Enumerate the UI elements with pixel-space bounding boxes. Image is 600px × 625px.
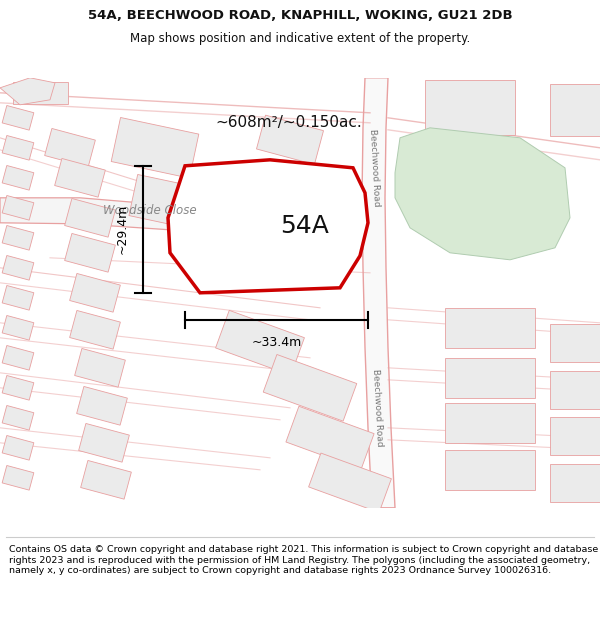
Polygon shape — [111, 118, 199, 178]
Text: Woodside Close: Woodside Close — [103, 204, 197, 217]
Text: 54A: 54A — [281, 214, 329, 238]
Polygon shape — [55, 159, 106, 197]
Polygon shape — [2, 406, 34, 430]
Polygon shape — [2, 376, 34, 400]
Polygon shape — [77, 386, 127, 425]
Polygon shape — [0, 78, 55, 105]
Text: ~608m²/~0.150ac.: ~608m²/~0.150ac. — [215, 115, 362, 130]
Polygon shape — [70, 274, 121, 312]
Polygon shape — [445, 450, 535, 490]
Polygon shape — [550, 84, 600, 136]
Polygon shape — [70, 311, 121, 349]
Text: ~29.4m: ~29.4m — [116, 204, 129, 254]
Polygon shape — [215, 311, 304, 375]
Text: Beechwood Road: Beechwood Road — [368, 129, 382, 207]
Polygon shape — [550, 417, 600, 455]
Polygon shape — [65, 234, 115, 272]
Polygon shape — [2, 136, 34, 160]
Polygon shape — [13, 82, 67, 104]
Polygon shape — [550, 324, 600, 362]
Polygon shape — [425, 80, 515, 135]
Polygon shape — [44, 129, 95, 167]
Polygon shape — [263, 354, 357, 421]
Polygon shape — [2, 196, 34, 220]
Polygon shape — [0, 198, 363, 250]
Polygon shape — [362, 78, 395, 508]
Polygon shape — [395, 128, 570, 260]
Polygon shape — [550, 464, 600, 502]
Polygon shape — [550, 371, 600, 409]
Polygon shape — [445, 308, 535, 348]
Polygon shape — [445, 402, 535, 442]
Polygon shape — [2, 466, 34, 490]
Polygon shape — [74, 349, 125, 387]
Polygon shape — [445, 357, 535, 398]
Polygon shape — [256, 115, 323, 164]
Polygon shape — [2, 436, 34, 460]
Text: 54A, BEECHWOOD ROAD, KNAPHILL, WOKING, GU21 2DB: 54A, BEECHWOOD ROAD, KNAPHILL, WOKING, G… — [88, 9, 512, 22]
Polygon shape — [286, 406, 374, 469]
Text: Map shows position and indicative extent of the property.: Map shows position and indicative extent… — [130, 32, 470, 45]
Polygon shape — [2, 226, 34, 250]
Polygon shape — [80, 461, 131, 499]
Polygon shape — [2, 346, 34, 370]
Polygon shape — [2, 256, 34, 280]
Polygon shape — [2, 286, 34, 310]
Polygon shape — [2, 166, 34, 190]
Polygon shape — [65, 199, 115, 237]
Polygon shape — [79, 424, 130, 462]
Text: Beechwood Road: Beechwood Road — [371, 369, 385, 447]
Polygon shape — [2, 316, 34, 340]
Polygon shape — [308, 453, 391, 512]
Text: ~33.4m: ~33.4m — [251, 336, 302, 349]
Text: Contains OS data © Crown copyright and database right 2021. This information is : Contains OS data © Crown copyright and d… — [9, 545, 598, 575]
Polygon shape — [168, 160, 368, 292]
Polygon shape — [129, 174, 211, 231]
Polygon shape — [2, 106, 34, 130]
